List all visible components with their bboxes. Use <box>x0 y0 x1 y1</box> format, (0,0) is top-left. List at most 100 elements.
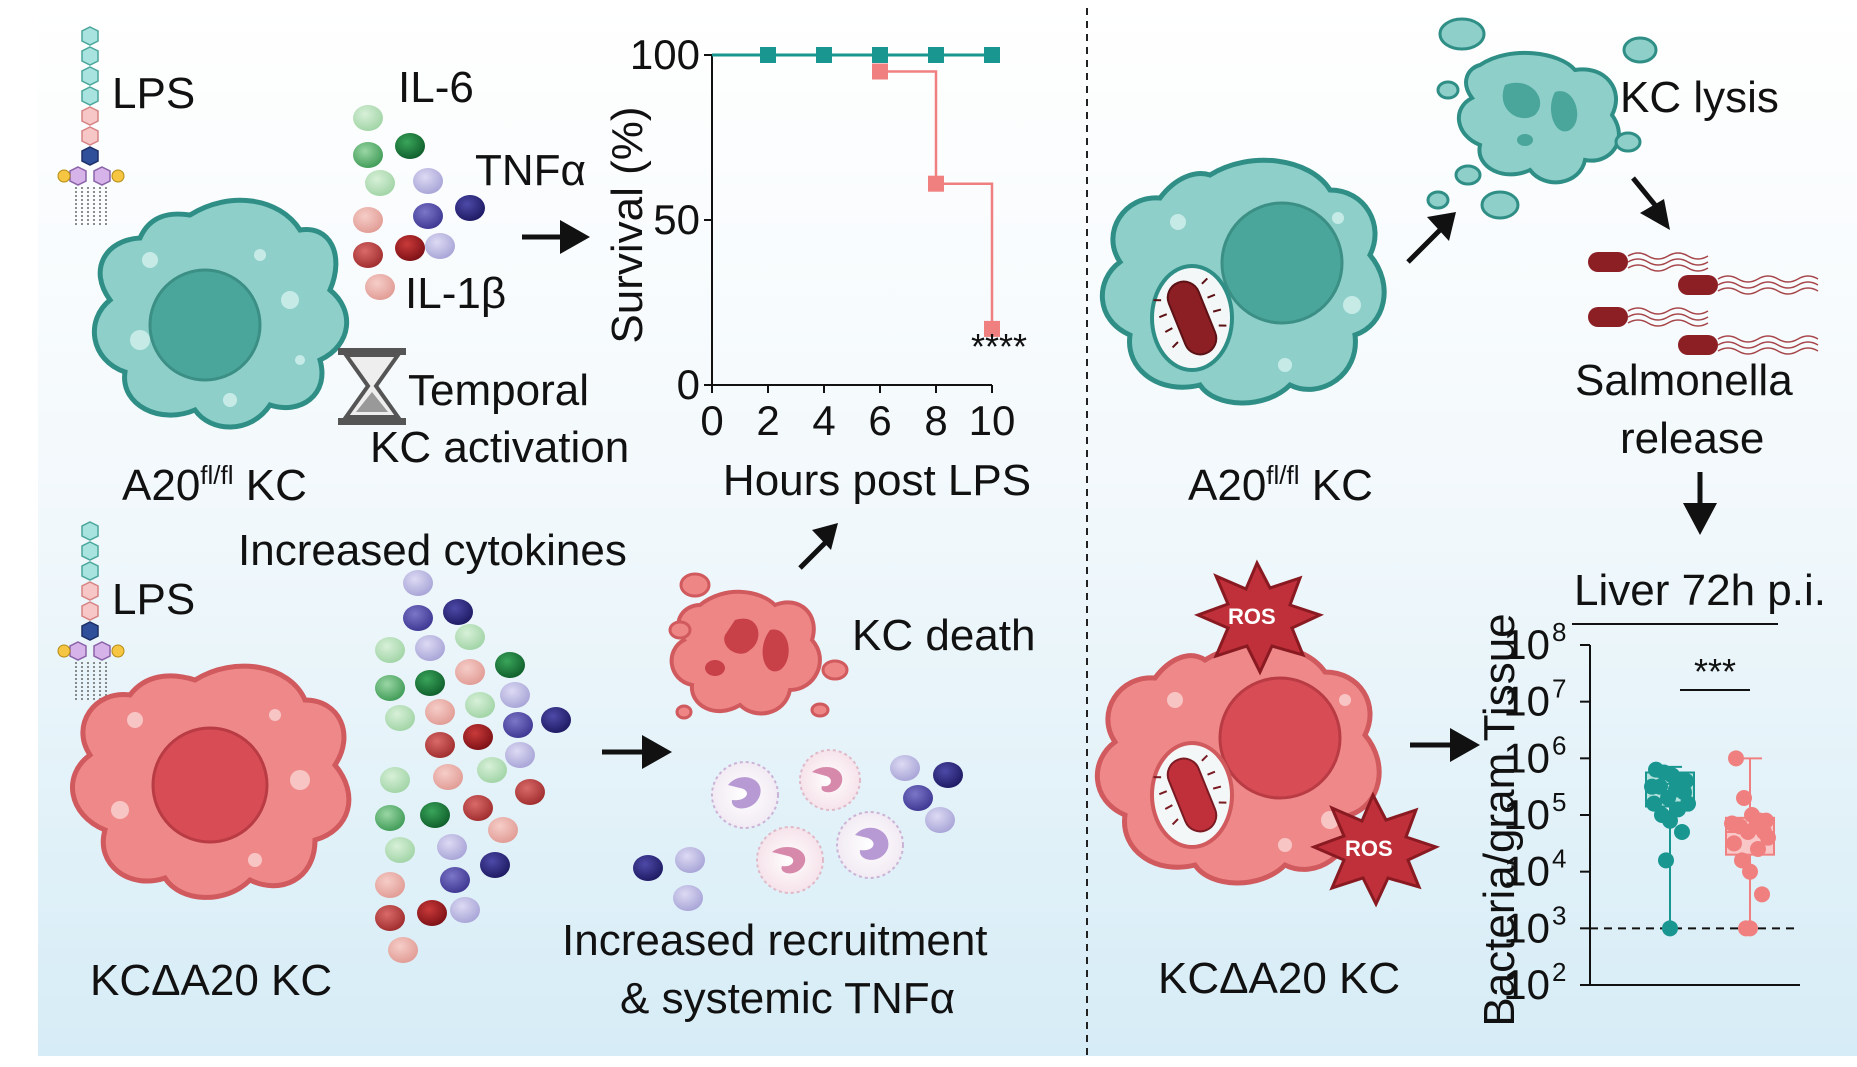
survival-x-tick-label: 4 <box>812 397 835 444</box>
survival-x-tick-label: 10 <box>969 397 1016 444</box>
temporal-label: Temporal <box>408 366 589 415</box>
liver-salmon-point <box>1728 750 1744 767</box>
liver-y-tick-base: 10 <box>1503 961 1550 1008</box>
liver-y-tick-base: 10 <box>1503 791 1550 838</box>
liver-salmon-point <box>1750 841 1766 857</box>
survival-series-teal-point <box>928 47 944 63</box>
liver-teal-point <box>1646 795 1662 812</box>
survival-significance-label: **** <box>971 326 1027 367</box>
recruited-immune-cells <box>633 749 963 911</box>
survival-series-salmon-point <box>928 175 944 192</box>
ros-label-bottom: ROS <box>1345 836 1393 861</box>
kc-cell-top-right <box>1099 157 1387 406</box>
survival-series-teal-point <box>760 47 776 63</box>
survival-y-axis-label: Survival (%) <box>603 106 652 343</box>
increased-cytokines-label: Increased cytokines <box>238 526 627 575</box>
liver-teal-point <box>1662 920 1678 937</box>
bacterium-icon-top <box>1153 277 1227 356</box>
survival-x-axis-label: Hours post LPS <box>723 456 1031 505</box>
liver-y-tick-exponent: 2 <box>1552 957 1566 987</box>
survival-x-tick-label: 2 <box>756 397 779 444</box>
liver-y-tick-base: 10 <box>1503 904 1550 951</box>
kc-delta-a20-label-right: KCΔA20 KC <box>1158 954 1400 1003</box>
lps-label-bottom: LPS <box>112 575 195 624</box>
liver-y-tick-base: 10 <box>1503 678 1550 725</box>
liver-y-axis-label: Bacteria/gram Tissue <box>1475 613 1524 1026</box>
lps-label-top: LPS <box>112 69 195 118</box>
cytokine-beads-bottom <box>375 570 571 963</box>
liver-chart-title: Liver 72h p.i. <box>1574 566 1826 615</box>
liver-salmon-point <box>1734 852 1750 869</box>
liver-salmon-point <box>1740 824 1756 840</box>
ros-burst-icon-bottom: ROS <box>1309 791 1441 908</box>
recruitment-label-2: & systemic TNFα <box>620 974 955 1023</box>
arrow-up-right-icon <box>798 523 838 570</box>
liver-salmon-point <box>1742 863 1758 880</box>
kc-delta-a20-label-left: KCΔA20 KC <box>90 956 332 1005</box>
liver-teal-point <box>1658 852 1674 869</box>
liver-salmon-point <box>1736 790 1752 806</box>
survival-x-tick-label: 8 <box>924 397 947 444</box>
survival-y-tick-label: 0 <box>677 361 700 408</box>
liver-y-tick-exponent: 8 <box>1552 617 1566 647</box>
tnfa-label: TNFα <box>475 146 586 195</box>
recruitment-label-1: Increased recruitment <box>562 916 988 965</box>
liver-y-tick-exponent: 3 <box>1552 900 1566 930</box>
bacterium-icon-bottom <box>1153 754 1227 833</box>
a20-kc-label-left: A20fl/fl KC <box>122 460 307 510</box>
survival-series-teal-point <box>872 47 888 63</box>
kc-activation-label: KC activation <box>370 423 629 472</box>
release-label: release <box>1620 414 1764 463</box>
lps-molecule-icon <box>57 26 125 227</box>
liver-y-tick-exponent: 5 <box>1552 787 1566 817</box>
liver-y-tick-exponent: 4 <box>1552 844 1566 874</box>
arrow-right-icon-right <box>1410 728 1480 762</box>
lps-molecule-icon-bottom <box>57 521 125 700</box>
survival-series-salmon-point <box>984 320 1000 337</box>
liver-y-tick-base: 10 <box>1503 621 1550 668</box>
a20-kc-label-right: A20fl/fl KC <box>1188 460 1373 510</box>
liver-significance-label: *** <box>1694 651 1736 692</box>
arrow-right-icon-bottom <box>602 735 672 769</box>
liver-y-tick-base: 10 <box>1503 848 1550 895</box>
il1b-label: IL-1β <box>405 269 506 318</box>
ros-label-top: ROS <box>1228 604 1276 629</box>
survival-series-salmon-point <box>872 63 888 80</box>
liver-salmon-point <box>1742 920 1758 937</box>
kc-cell-top-left <box>92 197 350 430</box>
liver-teal-point <box>1660 790 1676 806</box>
liver-y-tick-exponent: 6 <box>1552 730 1566 760</box>
liver-teal-point <box>1652 778 1668 795</box>
arrow-down-icon <box>1683 472 1717 535</box>
kc-death-label: KC death <box>852 611 1035 660</box>
hourglass-icon <box>338 348 406 425</box>
arrow-down-right-icon <box>1631 176 1670 230</box>
arrow-right-icon-top <box>522 220 590 254</box>
survival-series-teal-point <box>984 47 1000 63</box>
liver-teal-point <box>1662 812 1678 829</box>
salmonella-label: Salmonella <box>1575 356 1793 405</box>
liver-salmon-point <box>1754 886 1770 903</box>
liver-teal-point <box>1674 824 1690 840</box>
survival-x-tick-label: 0 <box>700 397 723 444</box>
kc-lysis-label: KC lysis <box>1620 73 1779 122</box>
survival-x-tick-label: 6 <box>868 397 891 444</box>
liver-y-tick-exponent: 7 <box>1552 674 1566 704</box>
survival-y-tick-label: 50 <box>653 196 700 243</box>
survival-series-teal-point <box>816 47 832 63</box>
cytokine-beads-top <box>353 105 485 300</box>
liver-y-tick-base: 10 <box>1503 734 1550 781</box>
liver-teal-point <box>1670 801 1686 818</box>
arrow-up-right-icon-right <box>1406 212 1456 264</box>
kc-cell-bottom-left <box>70 663 352 900</box>
kc-lysis-debris <box>1426 17 1658 220</box>
il6-label: IL-6 <box>398 63 474 112</box>
ros-burst-icon-top: ROS <box>1193 559 1325 676</box>
salmonella-bacteria-icon <box>1588 252 1819 355</box>
survival-y-tick-label: 100 <box>630 31 700 78</box>
liver-salmon-point <box>1760 829 1776 846</box>
liver-salmon-point <box>1726 835 1742 852</box>
